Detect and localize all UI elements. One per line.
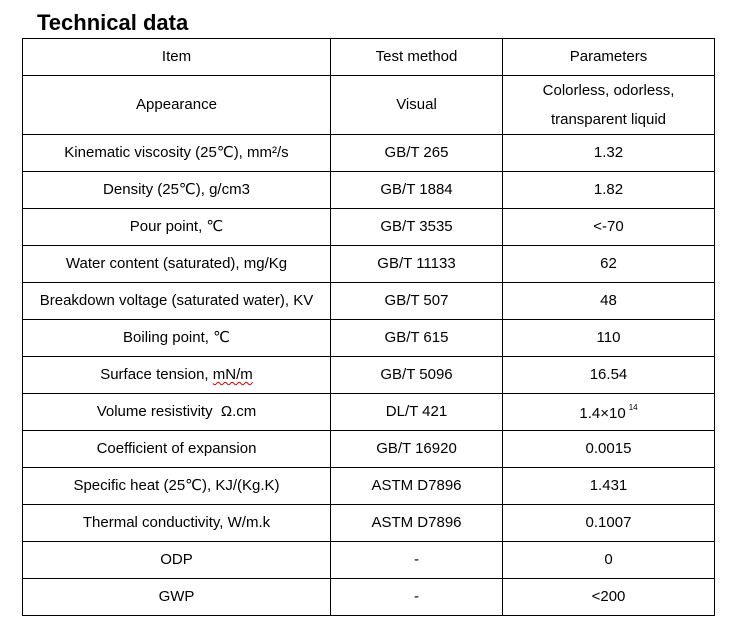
method-cell: GB/T 265: [330, 134, 503, 172]
technical-data-table: Item Test method Parameters Appearance V…: [22, 38, 715, 616]
parameter-cell: 1.32: [502, 134, 715, 172]
table-row-water-content: Water content (saturated), mg/Kg GB/T 11…: [22, 245, 715, 283]
table-row-specific-heat: Specific heat (25℃), KJ/(Kg.K) ASTM D789…: [22, 467, 715, 505]
table-row-surface-tension: Surface tension, mN/m GB/T 5096 16.54: [22, 356, 715, 394]
method-cell: -: [330, 541, 503, 579]
item-cell: Boiling point, ℃: [22, 319, 331, 357]
item-unit: mN/m: [212, 366, 253, 383]
table-row-appearance: Appearance Visual Colorless, odorless, t…: [22, 75, 715, 135]
parameter-line-2: transparent liquid: [550, 111, 667, 128]
parameter-cell: 48: [502, 282, 715, 320]
method-cell: GB/T 16920: [330, 430, 503, 468]
item-cell: GWP: [22, 578, 331, 616]
parameter-cell: 62: [502, 245, 715, 283]
table-row-odp: ODP - 0: [22, 541, 715, 579]
parameter-cell: 1.82: [502, 171, 715, 209]
method-cell: DL/T 421: [330, 393, 503, 431]
table-row-breakdown-voltage: Breakdown voltage (saturated water), KV …: [22, 282, 715, 320]
table-row-volume-resistivity: Volume resistivity Ω.cm DL/T 421 1.4×10 1…: [22, 393, 715, 431]
item-cell: Surface tension, mN/m: [22, 356, 331, 394]
method-cell: GB/T 11133: [330, 245, 503, 283]
method-cell: GB/T 3535: [330, 208, 503, 246]
item-cell: Density (25℃), g/cm3: [22, 171, 331, 209]
item-cell: Coefficient of expansion: [22, 430, 331, 468]
method-cell: -: [330, 578, 503, 616]
column-header-item: Item: [22, 38, 331, 76]
item-cell: Specific heat (25℃), KJ/(Kg.K): [22, 467, 331, 505]
item-cell: Appearance: [22, 75, 331, 135]
table-row-coefficient-of-expansion: Coefficient of expansion GB/T 16920 0.00…: [22, 430, 715, 468]
item-cell: Kinematic viscosity (25℃), mm²/s: [22, 134, 331, 172]
parameter-cell: 0: [502, 541, 715, 579]
table-row-boiling-point: Boiling point, ℃ GB/T 615 110: [22, 319, 715, 357]
parameter-cell: 0.0015: [502, 430, 715, 468]
parameter-cell: Colorless, odorless, transparent liquid: [502, 75, 715, 135]
method-cell: GB/T 507: [330, 282, 503, 320]
method-cell: ASTM D7896: [330, 504, 503, 542]
table-row-density: Density (25℃), g/cm3 GB/T 1884 1.82: [22, 171, 715, 209]
method-cell: GB/T 615: [330, 319, 503, 357]
column-header-test-method: Test method: [330, 38, 503, 76]
item-cell: Thermal conductivity, W/m.k: [22, 504, 331, 542]
item-cell: Water content (saturated), mg/Kg: [22, 245, 331, 283]
column-header-parameters: Parameters: [502, 38, 715, 76]
parameter-cell: 110: [502, 319, 715, 357]
item-cell: ODP: [22, 541, 331, 579]
method-cell: ASTM D7896: [330, 467, 503, 505]
table-row-pour-point: Pour point, ℃ GB/T 3535 <-70: [22, 208, 715, 246]
parameter-exponent: 14: [628, 403, 638, 412]
item-label: Surface tension,: [100, 366, 213, 383]
item-cell: Breakdown voltage (saturated water), KV: [22, 282, 331, 320]
parameter-cell: <200: [502, 578, 715, 616]
page-title: Technical data: [37, 10, 189, 35]
parameter-cell: 16.54: [502, 356, 715, 394]
parameter-cell: 1.431: [502, 467, 715, 505]
parameter-base: 1.4×10: [579, 405, 626, 422]
table-row-gwp: GWP - <200: [22, 578, 715, 616]
item-cell: Pour point, ℃: [22, 208, 331, 246]
parameter-cell: 1.4×10 14: [502, 393, 715, 431]
table-row-kinematic-viscosity: Kinematic viscosity (25℃), mm²/s GB/T 26…: [22, 134, 715, 172]
parameter-line-1: Colorless, odorless,: [542, 82, 675, 99]
method-cell: GB/T 1884: [330, 171, 503, 209]
parameter-cell: 0.1007: [502, 504, 715, 542]
parameter-cell: <-70: [502, 208, 715, 246]
method-cell: Visual: [330, 75, 503, 135]
method-cell: GB/T 5096: [330, 356, 503, 394]
table-row-thermal-conductivity: Thermal conductivity, W/m.k ASTM D7896 0…: [22, 504, 715, 542]
item-cell: Volume resistivity Ω.cm: [22, 393, 331, 431]
table-header-row: Item Test method Parameters: [22, 38, 715, 76]
